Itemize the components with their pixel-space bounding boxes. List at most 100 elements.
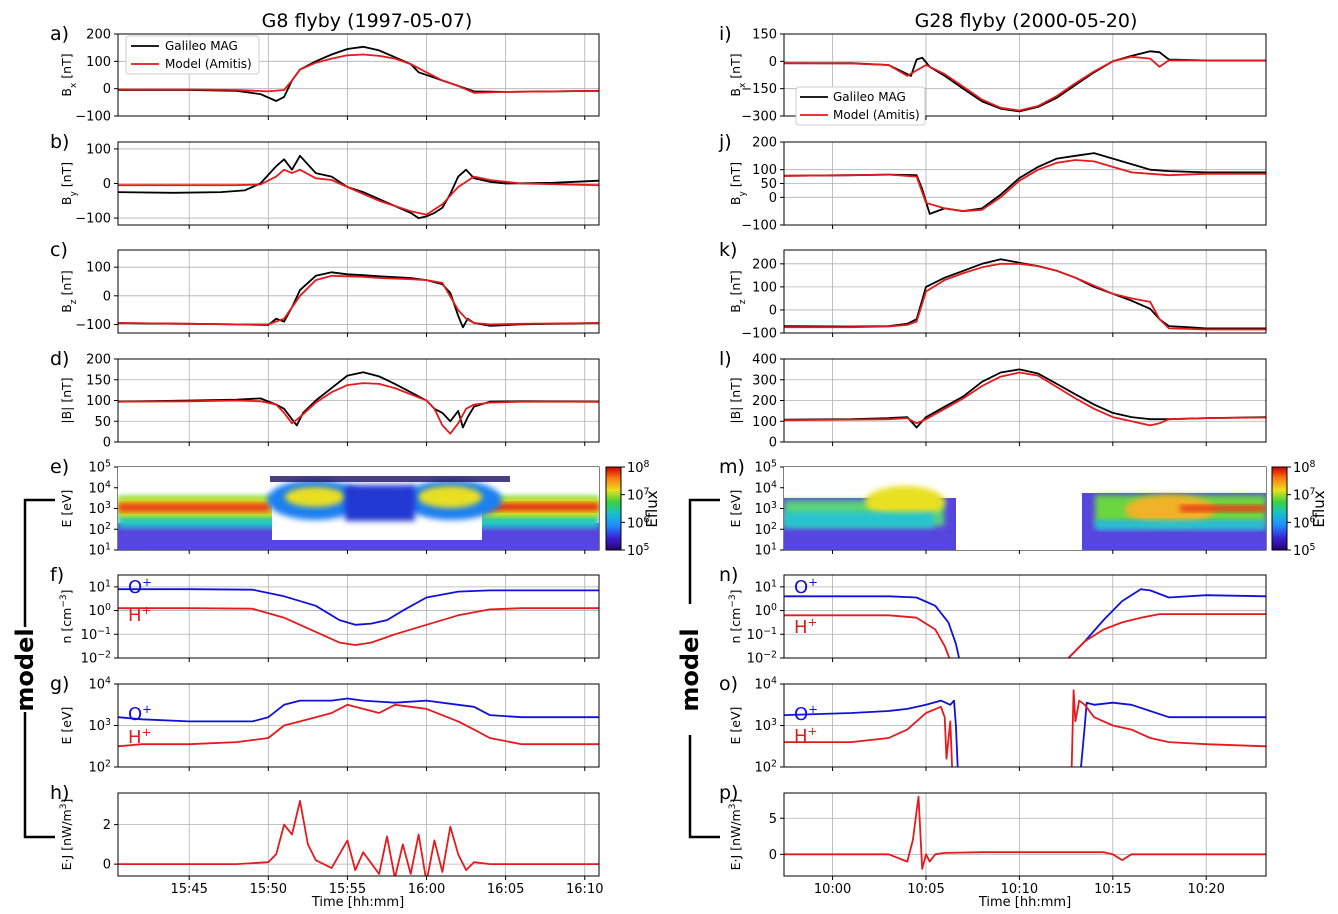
xlabel-left: Time [hh:mm] xyxy=(311,895,404,910)
species-label-oxygen: O+​ xyxy=(128,575,152,598)
y-tick-label: 10−2​ xyxy=(747,649,777,667)
y-axis-label: n [cm−3​] xyxy=(59,590,74,644)
panel-letter: h) xyxy=(50,782,69,804)
y-tick-label: 0 xyxy=(103,289,111,304)
y-tick-label: 0 xyxy=(103,82,111,97)
colorbar-tick-label: 106​ xyxy=(627,514,650,532)
colorbar-tick-label: 105​ xyxy=(1293,542,1316,560)
panel-letter: c) xyxy=(50,239,68,261)
panel-letter: d) xyxy=(50,348,69,370)
panel-letter: n) xyxy=(719,564,738,586)
series-line-galileo-mag xyxy=(118,371,599,429)
series-line-o xyxy=(1067,588,1266,658)
panel-m: 101​ 102​ 103​ 104​ 105​ E [eV] m) xyxy=(719,456,1267,559)
y-tick-label: 10−2​ xyxy=(81,649,111,667)
y-tick-label: 0 xyxy=(769,191,777,206)
legend-right: Galileo MAG Model (Amitis) xyxy=(795,86,926,126)
y-tick-label: 101​ xyxy=(89,578,112,596)
y-tick-label: 0 xyxy=(103,177,111,192)
y-tick-label: 100 xyxy=(86,55,111,70)
y-axis-label: n [cm−3​] xyxy=(728,590,743,644)
y-tick-label: −100 xyxy=(75,212,111,227)
y-tick-label: 200 xyxy=(86,28,111,43)
legend-left: Galileo MAG Model (Amitis) xyxy=(125,35,260,75)
x-tick-label: 15:50 xyxy=(250,882,287,897)
y-tick-label: −100 xyxy=(741,219,777,234)
y-axis-label: Bz​ [nT] xyxy=(728,270,748,313)
panel-letter: g) xyxy=(50,673,69,695)
y-axis-label: Bx​ [nT] xyxy=(728,53,748,96)
y-tick-label: 200 xyxy=(752,394,777,409)
series-line-model-amitis xyxy=(784,55,1266,112)
series-line-o xyxy=(784,699,959,767)
y-tick-label: −100 xyxy=(741,327,777,342)
panel-a: 200 100 0 −100 Bx​ [nT] a) xyxy=(50,23,600,125)
y-axis-label: E [eV] xyxy=(59,707,74,745)
panel-letter: f) xyxy=(50,564,64,586)
panel-b: 100 0 −100 By​ [nT] b) xyxy=(50,131,600,229)
y-tick-label: 104​ xyxy=(755,675,778,693)
y-axis-label: E·J [nW/m3​] xyxy=(728,799,743,871)
panel-letter: e) xyxy=(50,456,69,478)
series-line-model-amitis xyxy=(118,168,599,216)
panel-k: 200 100 0 −100 Bz​ [nT] k) xyxy=(719,239,1267,342)
y-axis-label: E [eV] xyxy=(59,490,74,528)
x-tick-label: 10:20 xyxy=(1187,882,1224,897)
panel-letter: o) xyxy=(719,673,738,695)
colorbar-left: 105​ 106​ 107​ 108​ Eflux xyxy=(605,459,661,560)
xlabel-right: Time [hh:mm] xyxy=(978,895,1071,910)
legend-galileo-label: Galileo MAG xyxy=(165,39,238,53)
x-tick-label: 10:15 xyxy=(1094,882,1131,897)
species-label-hydrogen: H+​ xyxy=(128,725,151,748)
species-label-hydrogen: H+​ xyxy=(128,603,151,626)
y-tick-label: 400 xyxy=(752,353,777,368)
panel-letter: l) xyxy=(719,348,732,370)
series-line-h xyxy=(118,607,599,646)
series-line-galileo-mag xyxy=(118,271,599,329)
y-axis-label: By​ [nT] xyxy=(728,162,748,205)
y-tick-label: 200 xyxy=(752,136,777,151)
spec-e-right-red xyxy=(468,503,599,511)
y-tick-label: 10−1​ xyxy=(81,625,111,643)
series-line-model-amitis xyxy=(784,371,1266,427)
spec-m-left-cyan xyxy=(784,512,934,528)
series-line-model-amitis xyxy=(118,53,599,94)
colorbar-label-right: Eflux xyxy=(1310,490,1328,527)
series-line-model-amitis xyxy=(784,159,1266,213)
species-label-oxygen: O+​ xyxy=(128,702,152,725)
axes-frame xyxy=(117,33,600,117)
series-line-galileo-mag xyxy=(118,154,599,220)
series-line-h xyxy=(784,705,953,767)
colorbar-tick-label: 105​ xyxy=(627,542,650,560)
y-axis-label: |B| [nT] xyxy=(59,377,74,423)
y-tick-label: 102​ xyxy=(89,758,112,776)
y-tick-label: 0 xyxy=(769,436,777,451)
series-line-o xyxy=(118,588,599,626)
panel-letter: p) xyxy=(719,782,738,804)
axes-frame xyxy=(783,249,1267,334)
axes-frame xyxy=(117,249,600,334)
spec-e-top-dark xyxy=(270,476,510,482)
spec-m-right-cyan xyxy=(1095,520,1266,530)
series-line-o xyxy=(118,697,599,723)
series-line-model-amitis xyxy=(118,382,599,435)
y-tick-label: −100 xyxy=(75,318,111,333)
y-tick-label: 150 xyxy=(752,28,777,43)
x-tick-label: 16:10 xyxy=(566,882,603,897)
colorbar-tick-label: 107​ xyxy=(627,486,650,504)
title-g8: G8 flyby (1997-05-07) xyxy=(262,10,473,32)
species-label-oxygen: O+​ xyxy=(794,575,818,598)
series-line-h xyxy=(1070,689,1266,767)
y-tick-label: 2 xyxy=(103,818,111,833)
panel-c: 100 0 −100 Bz​ [nT] c) xyxy=(50,239,600,337)
title-g28: G28 flyby (2000-05-20) xyxy=(915,10,1138,32)
y-axis-label: E·J [nW/m3​] xyxy=(59,799,74,871)
panel-letter: k) xyxy=(719,239,737,261)
y-tick-label: 0 xyxy=(103,436,111,451)
series-line-galileo-mag xyxy=(784,258,1266,330)
colorbar-label-left: Eflux xyxy=(643,490,661,527)
x-tick-label: 10:00 xyxy=(814,882,851,897)
